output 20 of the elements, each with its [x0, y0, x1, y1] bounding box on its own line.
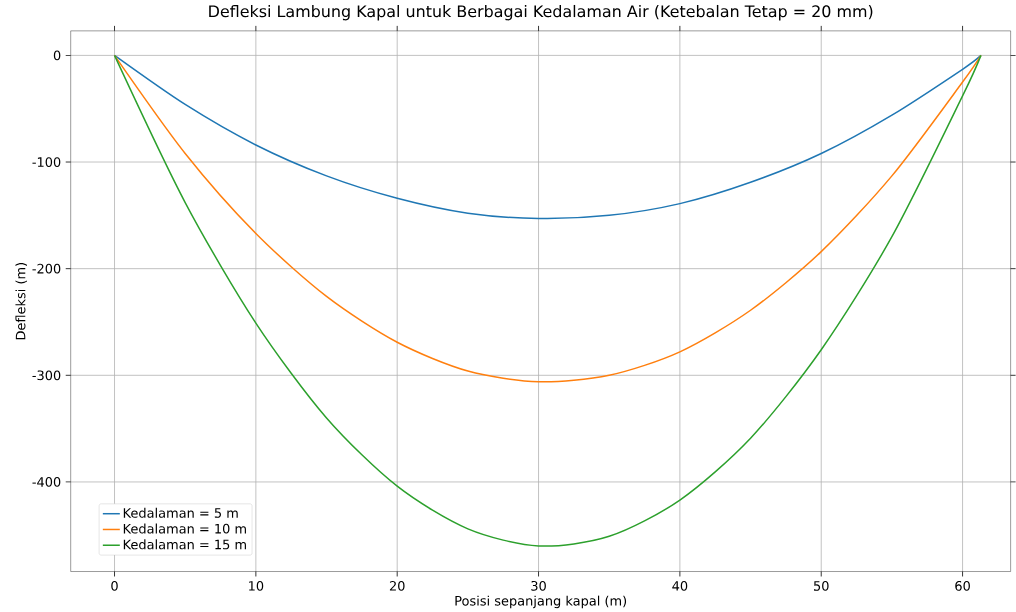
legend-label: Kedalaman = 15 m	[123, 539, 246, 550]
y-tick-label: -200	[32, 263, 61, 274]
x-tick-label: 0	[111, 580, 118, 591]
x-tick-label: 50	[813, 580, 829, 591]
legend-label: Kedalaman = 10 m	[123, 523, 246, 534]
x-tick-label: 30	[531, 580, 546, 591]
legend-label: Kedalaman = 5 m	[123, 507, 238, 518]
y-tick-label: -400	[32, 476, 61, 487]
y-axis-title: Defleksi (m)	[15, 262, 27, 340]
x-axis-title: Posisi sepanjang kapal (m)	[455, 595, 627, 608]
x-tick-label: 60	[955, 580, 970, 591]
chart-title: Defleksi Lambung Kapal untuk Berbagai Kedalaman Air (Ketebalan Tetap = 20 mm)	[209, 4, 873, 21]
y-tick-label: -300	[32, 370, 61, 380]
y-tick-label: 0	[53, 50, 61, 61]
x-tick-label: 40	[672, 580, 688, 591]
x-tick-label: 20	[389, 580, 405, 591]
x-tick-label: 10	[249, 580, 264, 591]
y-tick-label: -100	[32, 156, 61, 167]
line-series	[113, 54, 982, 383]
line-series	[113, 54, 982, 220]
